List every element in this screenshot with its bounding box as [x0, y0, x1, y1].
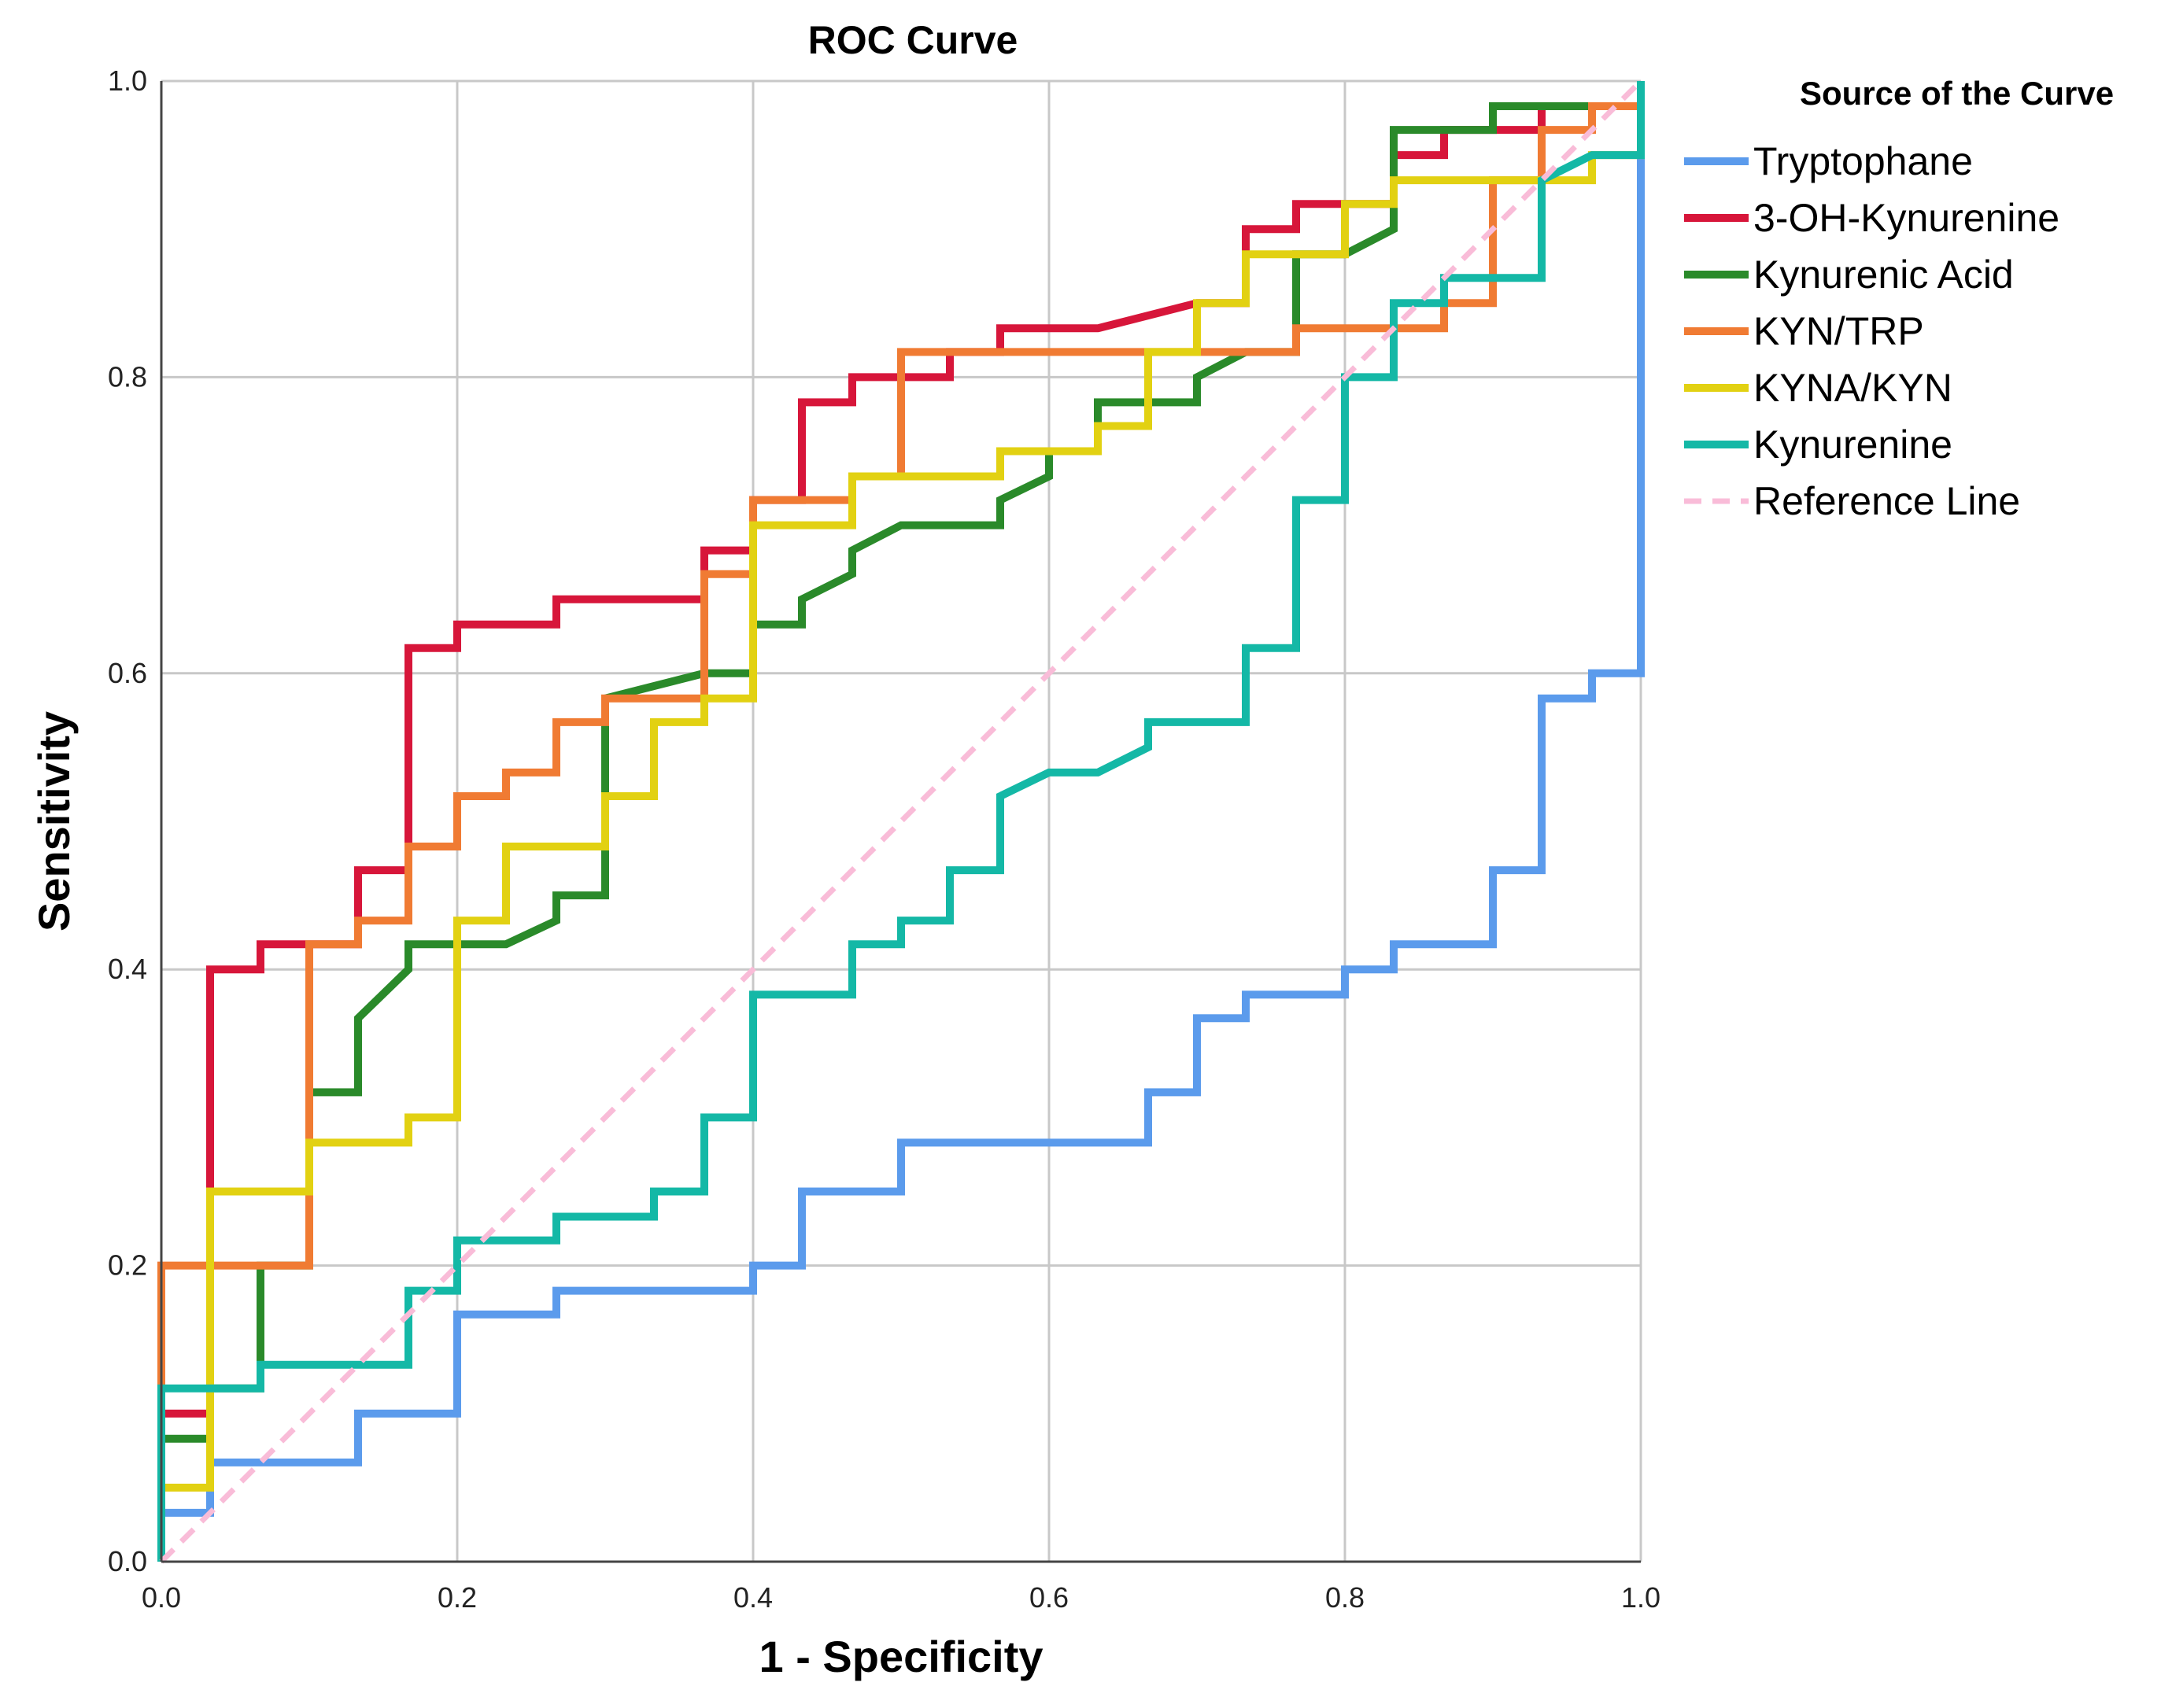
y-tick-label: 0.4	[108, 953, 147, 985]
y-axis-title: Sensitivity	[29, 711, 79, 931]
legend-label-tryptophane: Tryptophane	[1753, 139, 1973, 183]
x-tick-label: 0.2	[438, 1581, 477, 1614]
plot-frame	[160, 81, 1641, 1563]
legend: Source of the Curve Tryptophane 3-OH-Kynu…	[1684, 75, 2114, 523]
legend-label-kynurenic-acid: Kynurenic Acid	[1753, 253, 2014, 297]
x-tick-label: 0.8	[1325, 1581, 1365, 1614]
legend-label-3-oh-kynurenine: 3-OH-Kynurenine	[1753, 196, 2059, 240]
y-tick-label: 0.8	[108, 360, 147, 393]
axis-ticks: 0.0 0.0 0.2 0.2 0.4 0.4 0.6 0.6 0.8 0.8 1.0 1.0	[108, 65, 1660, 1614]
legend-label-kyna-kyn: KYNA/KYN	[1753, 366, 1952, 410]
legend-title: Source of the Curve	[1800, 75, 2114, 112]
chart-title: ROC Curve	[808, 18, 1018, 62]
series-line-kyna-kyn	[157, 81, 1645, 1562]
legend-label-reference-line: Reference Line	[1753, 479, 2020, 523]
legend-label-kynurenine: Kynurenine	[1753, 422, 1952, 467]
y-tick-label: 1.0	[108, 65, 147, 97]
y-tick-label: 0.2	[108, 1249, 147, 1282]
x-tick-label: 0.0	[142, 1581, 181, 1614]
legend-label-kyn-trp: KYN/TRP	[1753, 309, 1924, 353]
series-line-reference-line	[159, 79, 1643, 1564]
x-tick-label: 0.4	[733, 1581, 773, 1614]
series-line-kynurenine	[157, 81, 1645, 1562]
x-tick-label: 1.0	[1621, 1581, 1660, 1614]
x-tick-label: 0.6	[1029, 1581, 1069, 1614]
x-axis-title: 1 - Specificity	[759, 1632, 1043, 1681]
y-tick-label: 0.6	[108, 657, 147, 689]
series-group	[157, 79, 1645, 1564]
series-line-tryptophane	[157, 81, 1645, 1562]
y-tick-label: 0.0	[108, 1545, 147, 1577]
